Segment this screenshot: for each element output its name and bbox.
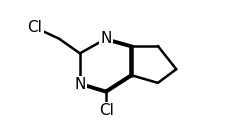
Text: Cl: Cl [27,20,42,35]
Text: N: N [74,77,85,92]
Text: Cl: Cl [98,103,113,118]
Text: N: N [100,31,111,46]
